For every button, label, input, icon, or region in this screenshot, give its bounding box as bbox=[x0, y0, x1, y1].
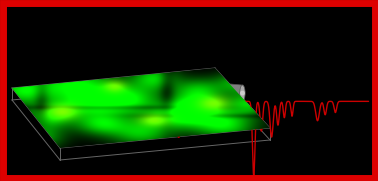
Ellipse shape bbox=[143, 94, 151, 112]
Ellipse shape bbox=[197, 91, 201, 96]
Polygon shape bbox=[217, 83, 243, 101]
Ellipse shape bbox=[240, 91, 245, 96]
Polygon shape bbox=[111, 88, 149, 112]
Ellipse shape bbox=[57, 99, 63, 115]
Ellipse shape bbox=[144, 100, 150, 106]
Ellipse shape bbox=[109, 88, 116, 106]
Ellipse shape bbox=[87, 95, 93, 111]
Ellipse shape bbox=[215, 83, 220, 99]
Ellipse shape bbox=[168, 88, 174, 104]
Ellipse shape bbox=[240, 85, 245, 101]
Polygon shape bbox=[59, 95, 91, 115]
Polygon shape bbox=[170, 86, 200, 104]
Ellipse shape bbox=[196, 86, 201, 102]
Ellipse shape bbox=[87, 100, 92, 105]
